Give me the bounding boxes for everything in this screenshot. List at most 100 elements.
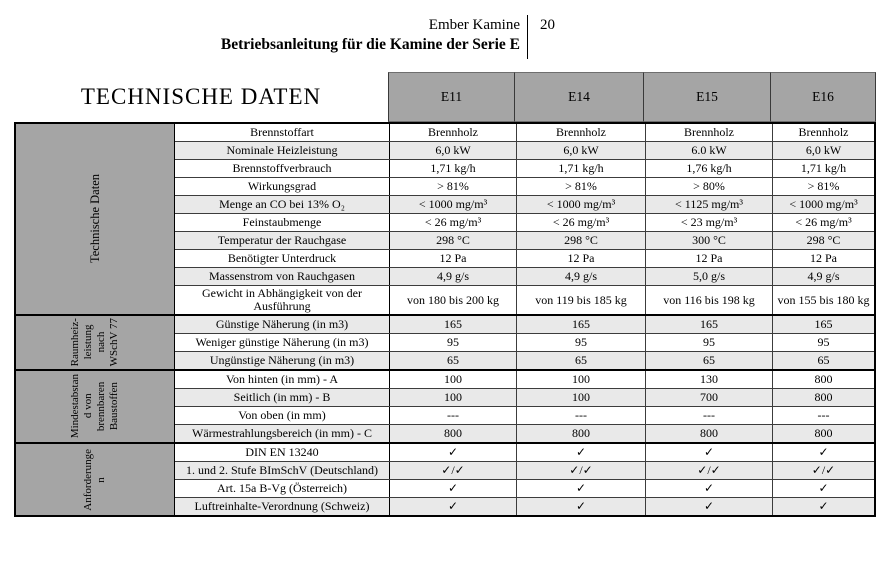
cell-value: Brennholz [646,124,773,141]
cell-value: 65 [817,353,830,367]
cell-value: 1,71 kg/h [800,161,847,175]
cell-value: 165 [814,317,833,331]
table-row: Ungünstige Näherung (in m3) 65 65 65 65 [175,351,874,369]
row-label: Temperatur der Rauchgase [175,232,390,249]
cell-value: < 1000 mg/m³ [390,196,517,213]
row-label: Menge an CO bei 13% O₂ [175,196,390,213]
row-label: Von hinten (in mm) - A [175,371,390,388]
cell-value: < 1000 mg/m³ [789,197,858,211]
cell-value: 100 [517,371,646,388]
cell-value: < 26 mg/m³ [390,214,517,231]
table-row: Brennstoffverbrauch 1,71 kg/h 1,71 kg/h 1,7… [175,159,874,177]
cell-value: 6,0 kW [390,142,517,159]
cell-value: 6,0 kW [805,143,842,157]
row-label: Weniger günstige Näherung (in m3) [175,334,390,351]
cell-value: 800 [814,426,833,440]
cell-value: Brennholz [517,124,646,141]
column-header-e15: E15 [644,72,771,122]
cell-value: 12 Pa [646,250,773,267]
row-label: Ungünstige Näherung (in m3) [175,352,390,369]
cell-value: 12 Pa [390,250,517,267]
cell-value: < 23 mg/m³ [646,214,773,231]
cell-value: ✓ [818,445,829,459]
cell-value: --- [817,408,830,422]
cell-value: 12 Pa [810,251,837,265]
cell-value: < 1000 mg/m³ [517,196,646,213]
table-row: Nominale Heizleistung 6,0 kW 6,0 kW 6.0 kW 6… [175,141,874,159]
column-header-e11: E11 [388,72,515,122]
cell-value: 95 [390,334,517,351]
document-subtitle: Betriebsanleitung für die Kamine der Ser… [220,36,520,53]
cell-value: 130 [646,371,773,388]
row-label: Benötigter Unterdruck [175,250,390,267]
table-row: 1. und 2. Stufe BImSchV (Deutschland) ✓/✓… [175,461,874,479]
technical-data-table: TECHNISCHE DATEN E11 E14 E15 E16 Technis… [14,72,876,517]
table-row: Wärmestrahlungsbereich (in mm) - C 800 800… [175,424,874,442]
cell-value: von 180 bis 200 kg [390,286,517,314]
cell-value: ✓/✓ [517,462,646,479]
table-group: Mindestabstan d von brennbaren Baustoffe… [16,369,874,442]
group-label: Anforderunge n [16,444,175,515]
table-row: Art. 15a B-Vg (Österreich) ✓ ✓ ✓ ✓ [175,479,874,497]
cell-value: 800 [517,425,646,442]
row-label: Gewicht in Abhängigkeit von der Ausführu… [175,286,390,314]
table-row: Günstige Näherung (in m3) 165 165 165 165 [175,316,874,333]
cell-value: 800 [646,425,773,442]
cell-value: von 155 bis 180 kg [777,292,870,307]
row-label: Luftreinhalte-Verordnung (Schweiz) [175,498,390,515]
row-label: Brennstoffverbrauch [175,160,390,177]
cell-value: von 116 bis 198 kg [646,286,773,314]
cell-value: 800 [390,425,517,442]
cell-value: 65 [517,352,646,369]
cell-value: Brennholz [390,124,517,141]
table-row: Gewicht in Abhängigkeit von der Ausführu… [175,285,874,314]
cell-value: --- [517,407,646,424]
page-number: 20 [540,17,555,33]
cell-value: ✓/✓ [646,462,773,479]
table-row: Wirkungsgrad > 81% > 81% > 80% > 81% [175,177,874,195]
table-row: Von hinten (in mm) - A 100 100 130 800 [175,371,874,388]
cell-value: < 26 mg/m³ [517,214,646,231]
cell-value: 6.0 kW [646,142,773,159]
group-label: Technische Daten [16,124,175,314]
cell-value: ✓ [818,481,829,495]
header-divider [527,15,528,59]
cell-value: ✓ [517,480,646,497]
row-label: DIN EN 13240 [175,444,390,461]
cell-value: Brennholz [798,125,849,139]
cell-value: > 81% [390,178,517,195]
table-group: Technische Daten Brennstoffart Brennholz Br… [16,124,874,314]
cell-value: 298 °C [390,232,517,249]
cell-value: 5,0 g/s [646,268,773,285]
cell-value: > 81% [807,179,840,193]
cell-value: 95 [517,334,646,351]
row-label: Wirkungsgrad [175,178,390,195]
column-header-e14: E14 [515,72,644,122]
row-label: Brennstoffart [175,124,390,141]
row-label: Massenstrom von Rauchgasen [175,268,390,285]
cell-value: 1,71 kg/h [517,160,646,177]
cell-value: 165 [646,316,773,333]
table-row: Brennstoffart Brennholz Brennholz Brennholz… [175,124,874,141]
cell-value: ✓ [646,498,773,515]
cell-value: < 1125 mg/m³ [646,196,773,213]
cell-value: 298 °C [806,233,841,247]
table-row: Luftreinhalte-Verordnung (Schweiz) ✓ ✓ ✓ ✓ [175,497,874,515]
cell-value: 700 [646,389,773,406]
cell-value: ✓ [390,444,517,461]
row-label: 1. und 2. Stufe BImSchV (Deutschland) [175,462,390,479]
table-group: Anforderunge n DIN EN 13240 ✓ ✓ ✓ ✓ 1. und 2. … [16,442,874,515]
cell-value: ✓ [390,498,517,515]
cell-value: 100 [517,389,646,406]
table-row: Von oben (in mm) --- --- --- --- [175,406,874,424]
row-label: Art. 15a B-Vg (Österreich) [175,480,390,497]
table-group: Raumheiz- leistung nach WSchV 77 Günstige… [16,314,874,369]
cell-value: 800 [814,372,833,386]
group-label: Mindestabstan d von brennbaren Baustoffe… [16,371,175,442]
cell-value: 65 [646,352,773,369]
column-header-e16: E16 [771,72,876,122]
cell-value: > 80% [646,178,773,195]
cell-value: ✓ [390,480,517,497]
cell-value: ✓/✓ [811,463,836,477]
